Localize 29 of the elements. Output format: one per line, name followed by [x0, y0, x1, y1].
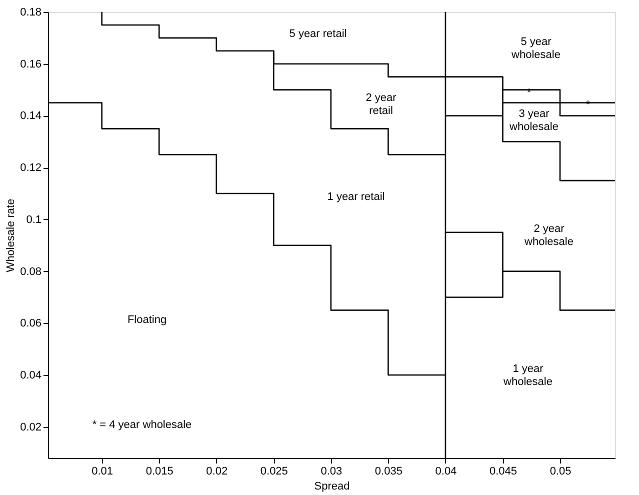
- y-tick-label: 0.14: [20, 110, 42, 122]
- y-tick-label: 0.02: [20, 421, 42, 434]
- annotation: 2 year wholesale: [524, 223, 574, 248]
- x-tick-label: 0.02: [206, 466, 228, 478]
- x-tick-label: 0.01: [92, 466, 114, 478]
- x-tick-label: 0.045: [489, 466, 518, 478]
- x-axis-title: Spread: [314, 480, 350, 492]
- annotation: 2 year retail: [366, 92, 397, 117]
- annotation: 1 year wholesale: [502, 363, 552, 388]
- x-tick-label: 0.025: [260, 466, 288, 478]
- x-tick-label: 0.03: [320, 466, 342, 478]
- y-tick-label: 0.04: [20, 370, 42, 382]
- x-tick-label: 0.035: [374, 466, 402, 478]
- annotation: Floating: [127, 314, 167, 326]
- y-tick-label: 0.1: [26, 214, 42, 226]
- y-axis-title: Wholesale rate: [5, 198, 18, 272]
- annotation: 1 year retail: [327, 191, 385, 203]
- x-tick-label: 0.05: [550, 466, 572, 478]
- annotation: 5 year wholesale: [510, 36, 560, 61]
- y-tick-label: 0.08: [20, 266, 42, 278]
- y-tick-label: 0.12: [20, 162, 42, 174]
- annotation: * = 4 year wholesale: [92, 419, 192, 431]
- annotation: 3 year wholesale: [508, 108, 558, 133]
- annotation: 5 year retail: [289, 28, 347, 40]
- y-tick-label: 0.06: [20, 318, 42, 330]
- x-tick-label: 0.015: [146, 466, 174, 478]
- x-tick-label: 0.04: [435, 466, 457, 478]
- y-tick-label: 0.18: [20, 6, 42, 18]
- y-tick-label: 0.16: [20, 58, 42, 70]
